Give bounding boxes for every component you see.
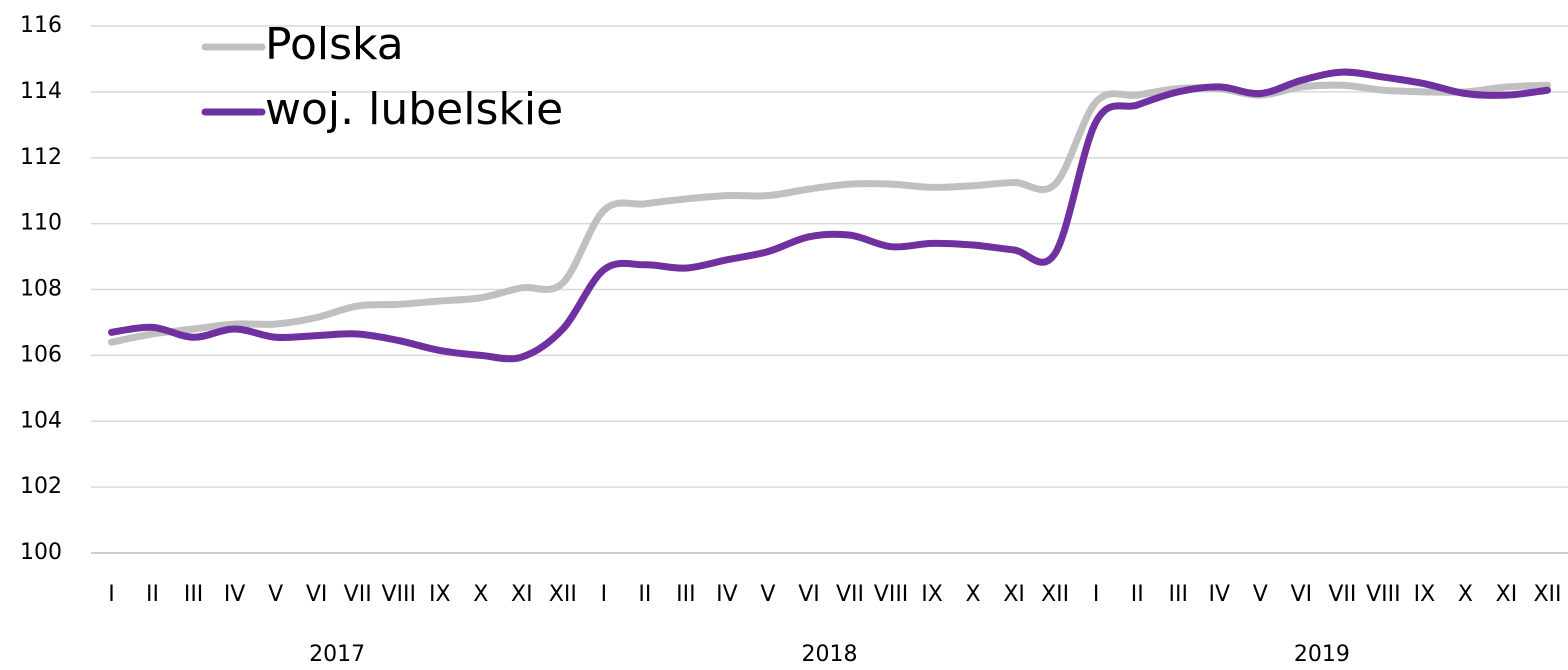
x-tick-label: VIII [381, 582, 416, 607]
x-tick-label: VIII [1366, 582, 1401, 607]
x-tick-label: VII [344, 582, 372, 607]
x-tick-label: VI [1291, 582, 1313, 607]
x-tick-label: XII [549, 582, 577, 607]
x-tick-label: V [760, 582, 775, 607]
x-tick-label: XII [1533, 582, 1561, 607]
x-tick-label: I [108, 582, 115, 607]
x-tick-label: XII [1041, 582, 1069, 607]
x-tick-label: IV [716, 582, 738, 607]
x-tick-label: IV [224, 582, 246, 607]
x-tick-label: VI [798, 582, 820, 607]
x-tick-label: VII [836, 582, 864, 607]
x-tick-label: IV [1208, 582, 1230, 607]
y-tick-label: 112 [20, 145, 62, 170]
x-tick-label: II [638, 582, 651, 607]
x-tick-label: XI [1003, 582, 1025, 607]
x-group-label: 2019 [1294, 642, 1350, 666]
x-tick-label: VI [306, 582, 328, 607]
series-line [108, 68, 1551, 363]
x-tick-label: V [1253, 582, 1268, 607]
legend-label: woj. lubelskie [265, 84, 563, 135]
x-tick-label: X [473, 582, 488, 607]
x-tick-label: XI [511, 582, 533, 607]
x-tick-label: III [184, 582, 203, 607]
x-tick-label: III [676, 582, 695, 607]
x-tick-label: III [1169, 582, 1188, 607]
y-tick-label: 100 [20, 540, 62, 565]
x-tick-label: IX [429, 582, 451, 607]
x-tick-label: VIII [874, 582, 909, 607]
x-tick-label: XI [1496, 582, 1518, 607]
y-tick-label: 104 [20, 408, 62, 433]
x-tick-label: IX [1414, 582, 1436, 607]
x-tick-label: II [146, 582, 159, 607]
x-tick-label: X [1458, 582, 1473, 607]
y-tick-label: 116 [20, 13, 62, 38]
y-tick-label: 102 [20, 474, 62, 499]
legend-label: Polska [265, 19, 404, 70]
x-tick-label: I [1093, 582, 1100, 607]
series-line [108, 81, 1551, 346]
y-tick-label: 110 [20, 211, 62, 236]
x-group-label: 2017 [309, 642, 365, 666]
x-tick-label: IX [921, 582, 943, 607]
y-tick-label: 108 [20, 277, 62, 302]
x-tick-label: II [1131, 582, 1144, 607]
x-tick-label: VII [1328, 582, 1356, 607]
y-tick-label: 114 [20, 79, 62, 104]
x-group-label: 2018 [802, 642, 858, 666]
x-tick-label: V [268, 582, 283, 607]
y-tick-label: 106 [20, 342, 62, 367]
x-tick-label: X [966, 582, 981, 607]
x-tick-label: I [601, 582, 608, 607]
